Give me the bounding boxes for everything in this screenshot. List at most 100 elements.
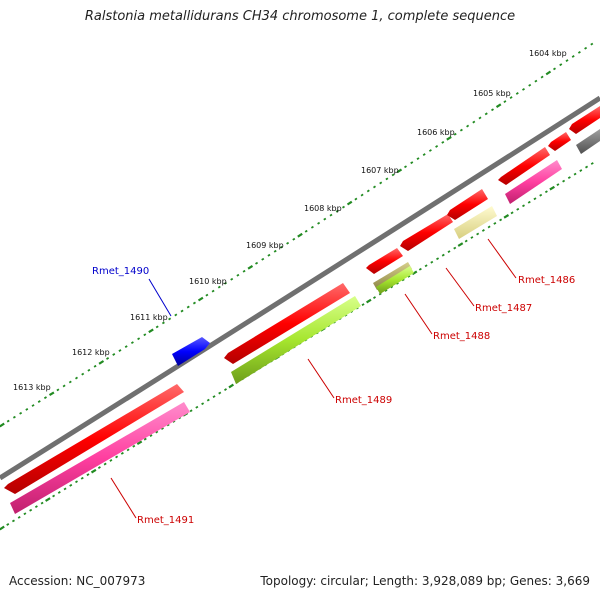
gene-arrow[interactable]: [400, 214, 453, 251]
scale-tick: [211, 289, 215, 293]
scale-tick: [6, 523, 10, 526]
scale-tick: [124, 345, 128, 348]
scale-tick: [329, 213, 333, 217]
scale-tick: [174, 313, 178, 317]
feature-bar[interactable]: [505, 160, 562, 204]
gene-label[interactable]: Rmet_1491: [137, 515, 194, 526]
scale-tick: [87, 368, 91, 372]
scale-tick: [69, 483, 73, 487]
scale-tick: [0, 525, 5, 531]
scale-tick: [472, 120, 476, 124]
gene-labels: Rmet_1486 Rmet_1487 Rmet_1488 Rmet_1489 …: [92, 266, 575, 526]
feature-bar[interactable]: [10, 402, 190, 514]
gene-label[interactable]: Rmet_1486: [518, 275, 575, 286]
gene-arrow[interactable]: [366, 248, 403, 274]
scale-tick: [112, 353, 116, 356]
scale-tick: [484, 112, 488, 116]
scale-tick: [476, 232, 480, 236]
scale-tick: [143, 437, 147, 441]
kbp-label: 1612 kbp: [72, 348, 110, 357]
gene-arrow[interactable]: [4, 384, 184, 494]
kbp-label: 1608 kbp: [304, 204, 342, 213]
scale-tick: [481, 229, 485, 232]
scale-tick: [385, 177, 389, 181]
scale-tick: [52, 494, 56, 498]
scale-tick: [255, 261, 259, 265]
scale-tick: [63, 487, 67, 491]
scale-tick: [470, 236, 474, 239]
scale-tick: [549, 185, 555, 191]
gene-arrow[interactable]: [548, 132, 571, 151]
scale-tick: [584, 46, 588, 50]
scale-tick: [360, 193, 364, 197]
kbp-labels: 1604 kbp 1605 kbp 1606 kbp 1607 kbp 1608…: [13, 49, 567, 392]
scale-tick: [192, 301, 196, 305]
scale-tick: [261, 257, 265, 261]
gene-arrow[interactable]: [569, 106, 600, 134]
gene-arrow[interactable]: [447, 189, 488, 220]
scale-tick: [56, 388, 60, 392]
scale-tick: [354, 197, 358, 201]
scale-tick: [297, 232, 303, 238]
gene-label[interactable]: Rmet_1487: [475, 303, 532, 314]
scale-tick: [534, 79, 538, 83]
feature-bar[interactable]: [454, 206, 497, 239]
scale-tick: [166, 423, 170, 427]
scale-tick: [446, 135, 452, 141]
gene-arrow-rmet-1490[interactable]: [172, 337, 210, 366]
scale-tick: [527, 200, 531, 204]
scale-tick: [424, 264, 428, 268]
scale-tick: [81, 372, 85, 376]
scale-tick: [40, 501, 44, 505]
scale-tick: [585, 165, 589, 169]
scale-tick: [510, 211, 514, 215]
feature-bar[interactable]: [376, 266, 414, 294]
gene-label[interactable]: Rmet_1490: [92, 266, 149, 277]
scale-tick: [90, 468, 97, 474]
scale-tick: [366, 189, 370, 193]
gene-arrow[interactable]: [224, 283, 350, 364]
scale-tick: [396, 168, 403, 174]
scale-tick: [201, 402, 205, 406]
scale-tick: [247, 264, 254, 270]
scale-tick: [23, 512, 27, 516]
scale-tick: [25, 408, 29, 411]
scale-tick: [346, 200, 353, 206]
feature-bar[interactable]: [576, 129, 600, 154]
scale-tick: [556, 183, 560, 187]
kbp-label: 1606 kbp: [417, 128, 455, 137]
scale-tick: [137, 337, 141, 341]
scale-tick: [75, 480, 78, 484]
gene-arrow[interactable]: [498, 147, 550, 185]
scale-tick: [12, 415, 16, 419]
scale-tick: [416, 157, 420, 161]
scale-tick: [186, 305, 190, 309]
gene-label[interactable]: Rmet_1488: [433, 331, 490, 342]
scale-tick: [48, 391, 55, 397]
scale-tick: [361, 303, 365, 306]
scale-tick: [571, 55, 575, 58]
scale-tick: [509, 96, 513, 99]
scale-tick: [43, 396, 47, 400]
scale-tick: [80, 476, 84, 480]
scale-tick: [540, 75, 544, 79]
scale-tick: [143, 333, 147, 337]
scale-tick: [224, 388, 227, 391]
scale-tick: [441, 140, 445, 144]
gene-label[interactable]: Rmet_1489: [335, 395, 392, 406]
scale-tick: [573, 172, 577, 176]
scale-tick: [228, 383, 234, 389]
scale-tick: [168, 317, 172, 321]
scale-tick: [197, 296, 204, 302]
scale-tick: [217, 285, 221, 289]
scale-tick: [493, 222, 497, 225]
scale-tick: [577, 50, 581, 54]
scale-tick: [155, 325, 159, 329]
scale-tick: [292, 237, 296, 241]
scale-tick: [366, 298, 372, 304]
scale-tick: [539, 193, 543, 197]
inner-scale-ticks: [0, 162, 594, 531]
scale-tick: [335, 209, 339, 213]
feature-bar[interactable]: [231, 296, 361, 384]
scale-tick: [373, 296, 376, 299]
